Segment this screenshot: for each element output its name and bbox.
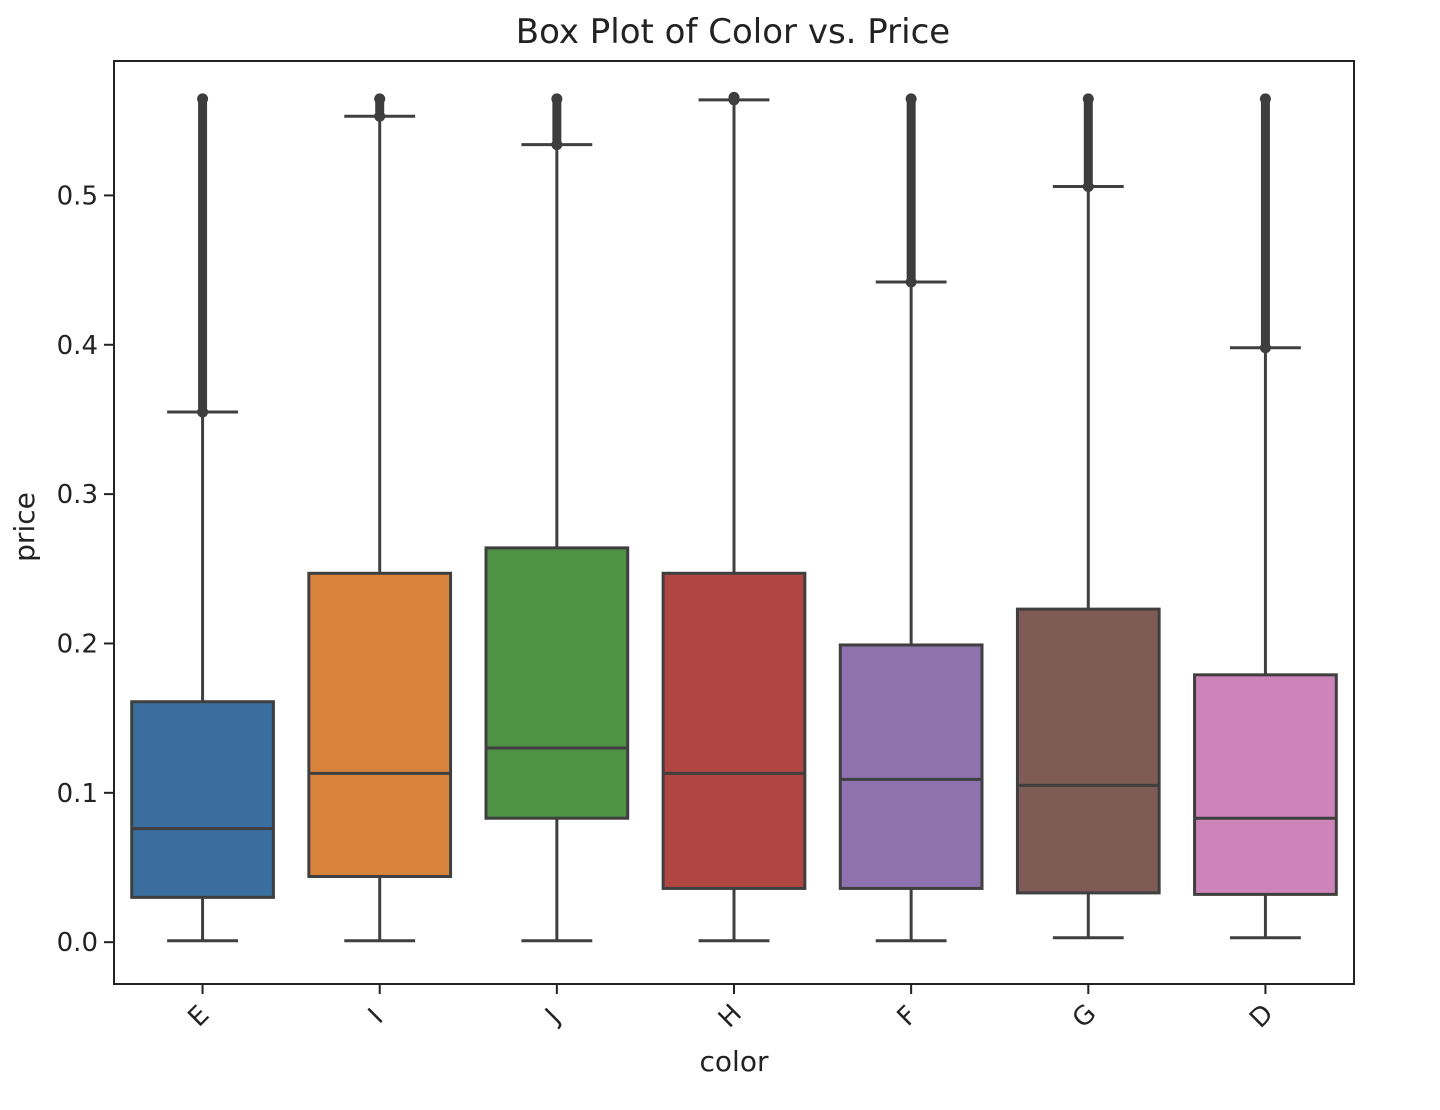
outliers-e <box>198 96 208 412</box>
y-tick-label-5: 0.5 <box>57 181 98 211</box>
box-group-e <box>130 93 275 943</box>
y-axis: 0.0 0.1 0.2 0.3 0.4 0.5 <box>57 181 114 958</box>
box-group-f <box>838 93 984 943</box>
y-tick-label-4: 0.4 <box>57 331 98 361</box>
chart-title: Box Plot of Color vs. Price <box>516 12 950 52</box>
box-f <box>838 643 984 890</box>
x-tick-label-d: D <box>1244 999 1279 1034</box>
y-tick-label-2: 0.2 <box>57 629 98 659</box>
box-group-d <box>1193 93 1338 940</box>
y-axis-label: price <box>8 492 41 562</box>
box-group-g <box>1015 93 1161 940</box>
outlier-max-f <box>905 93 917 105</box>
box-group-j <box>484 93 630 943</box>
x-tick-label-e: E <box>182 1000 215 1033</box>
box-group-h <box>661 91 807 943</box>
box-d <box>1193 673 1338 896</box>
plot-area <box>130 91 1338 943</box>
outliers-d <box>1260 96 1270 348</box>
x-tick-label-j: J <box>538 1003 566 1031</box>
y-tick-label-0: 0.0 <box>57 928 98 958</box>
box-group-i <box>307 93 453 943</box>
box-h <box>661 571 807 890</box>
box-j <box>484 546 630 820</box>
x-tick-label-h: H <box>713 999 748 1034</box>
outlier-max-j <box>551 93 563 105</box>
y-tick-label-3: 0.3 <box>57 480 98 510</box>
box-i <box>307 571 453 878</box>
x-tick-label-g: G <box>1067 999 1102 1034</box>
outliers-g <box>1083 96 1093 187</box>
outlier-max-i <box>374 93 386 105</box>
outliers-f <box>906 96 916 283</box>
outliers-j <box>552 96 562 145</box>
box-e <box>130 700 275 899</box>
outlier-max-e <box>197 93 209 105</box>
box-g <box>1015 607 1161 895</box>
y-tick-label-1: 0.1 <box>57 779 98 809</box>
x-tick-label-f: F <box>892 1000 924 1032</box>
x-tick-label-i: I <box>363 1003 390 1030</box>
outlier-max-d <box>1259 93 1271 105</box>
outlier-max-g <box>1082 93 1094 105</box>
x-axis-label: color <box>700 1045 769 1078</box>
